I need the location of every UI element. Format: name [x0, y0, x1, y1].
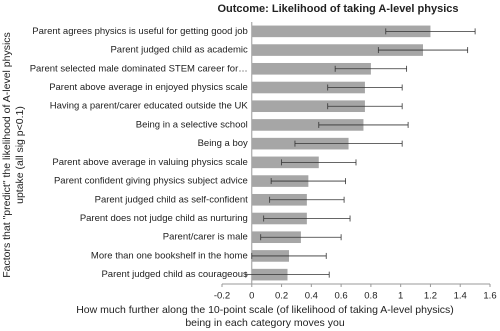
x-tick-label: 0.4	[305, 291, 318, 302]
chart-title: Outcome: Likelihood of taking A-level ph…	[217, 3, 458, 15]
x-axis-title: How much further along the 10-point scal…	[76, 304, 454, 316]
bar	[251, 119, 364, 131]
category-label: Being a boy	[198, 138, 248, 149]
bar	[251, 100, 365, 113]
bar	[251, 81, 365, 94]
x-tick-label: 1.2	[424, 291, 437, 302]
x-tick-label: 0.2	[275, 291, 288, 302]
x-axis-title: being in each category moves you	[185, 317, 345, 329]
category-label: Parent agrees physics is useful for gett…	[32, 26, 247, 37]
category-label: Being in a selective school	[136, 119, 248, 130]
x-tick-label: -0.2	[214, 291, 230, 302]
bar	[251, 44, 423, 56]
category-label: Having a parent/carer educated outside t…	[50, 101, 249, 112]
category-label: Parent judged child as self-confident	[95, 194, 249, 205]
category-label: Parent above average in enjoyed physics …	[49, 82, 248, 93]
y-axis-title: Factors that "predict" the likelihood of…	[1, 32, 13, 278]
category-label: More than one bookshelf in the home	[91, 250, 248, 261]
y-axis-title: uptake (all sig p<0.1)	[14, 106, 26, 204]
category-label: Parent above average in valuing physics …	[52, 157, 247, 168]
category-label: Parent does not judge child as nurturing	[80, 213, 248, 224]
bar	[251, 62, 371, 75]
x-tick-label: 1.6	[483, 291, 496, 302]
x-tick-label: 0.6	[335, 291, 348, 302]
x-tick-label: 1	[398, 291, 403, 302]
x-tick-label: 0.8	[364, 291, 377, 302]
category-label: Parent judged child as courageous	[101, 269, 248, 280]
category-label: Parent selected male dominated STEM care…	[30, 63, 248, 74]
x-tick-label: 1.4	[454, 291, 467, 302]
category-label: Parent confident giving physics subject …	[54, 176, 248, 187]
category-label: Parent judged child as academic	[110, 45, 248, 56]
bar	[251, 25, 431, 38]
x-tick-label: 0	[249, 291, 254, 302]
category-label: Parent/carer is male	[163, 232, 248, 243]
